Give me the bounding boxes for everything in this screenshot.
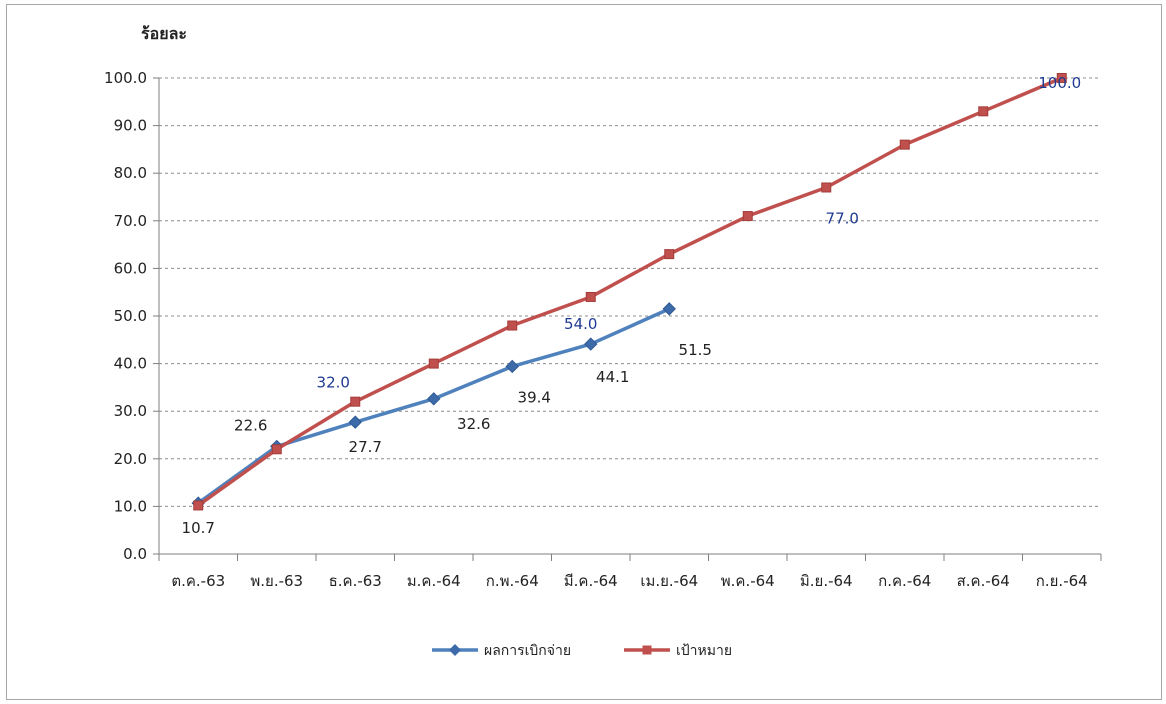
x-tick-label-6: เม.ย.-64 xyxy=(640,572,698,590)
series-1-point-11 xyxy=(1056,73,1067,83)
series-1-label-3: 100.0 xyxy=(1038,74,1081,92)
legend-label-0: ผลการเบิกจ่าย xyxy=(484,643,571,659)
y-tick-label-2: 20.0 xyxy=(114,450,147,468)
y-tick-label-3: 30.0 xyxy=(114,402,147,420)
series-1-point-5 xyxy=(585,291,596,302)
y-tick-label-8: 80.0 xyxy=(114,164,147,182)
series-0-label-5: 44.1 xyxy=(596,368,629,386)
legend: ผลการเบิกจ่าย เป้าหมาย xyxy=(432,643,732,659)
series-1-point-0 xyxy=(193,500,204,511)
series-0-point-6 xyxy=(662,302,676,316)
series-1-point-6 xyxy=(664,249,675,260)
series-1-point-4 xyxy=(507,320,518,331)
series-line-0 xyxy=(197,307,670,505)
series-0-point-5 xyxy=(584,337,598,351)
x-tick-label-8: มิ.ย.-64 xyxy=(800,572,853,590)
x-tick-label-5: มี.ค.-64 xyxy=(564,572,618,590)
x-tick-label-2: ธ.ค.-63 xyxy=(329,572,382,590)
y-tick-label-10: 100.0 xyxy=(104,69,147,87)
series-0-label-6: 51.5 xyxy=(679,341,712,359)
x-tick-label-4: ก.พ.-64 xyxy=(486,572,539,590)
series-0-label-2: 27.7 xyxy=(349,438,382,456)
series-1-label-2: 77.0 xyxy=(826,209,859,227)
x-tick-label-3: ม.ค.-64 xyxy=(407,572,461,590)
series-0-point-3 xyxy=(427,392,441,406)
series-0-label-0: 10.7 xyxy=(182,519,215,537)
series-1-point-8 xyxy=(821,182,832,193)
y-tick-label-9: 90.0 xyxy=(114,117,147,135)
chart-frame: ร้อยละ 0.0 10.0 20.0 30.0 40.0 50.0 60.0 70.0 80… xyxy=(6,4,1162,700)
series-1-label-0: 32.0 xyxy=(317,374,350,392)
series-0-point-2 xyxy=(348,415,362,429)
gridlines xyxy=(159,77,1101,507)
y-tick-label-4: 40.0 xyxy=(114,355,147,373)
x-tick-label-11: ก.ย.-64 xyxy=(1036,572,1088,590)
legend-label-1: เป้าหมาย xyxy=(676,643,732,659)
y-tick-label-0: 0.0 xyxy=(123,545,147,563)
x-tick-label-0: ต.ค.-63 xyxy=(171,572,225,590)
y-tick-label-7: 70.0 xyxy=(114,212,147,230)
series-1-point-1 xyxy=(271,444,282,455)
series-1-point-10 xyxy=(978,106,989,117)
series-0-point-4 xyxy=(505,359,519,374)
x-tick-label-9: ก.ค.-64 xyxy=(878,572,931,590)
data-labels: 10.7 22.6 27.7 32.6 39.4 44.1 51.5 32.0 54.0 77.0… xyxy=(182,74,1082,537)
legend-marker-1 xyxy=(642,645,652,655)
series-1-label-1: 54.0 xyxy=(564,315,597,333)
x-tick-labels: ต.ค.-63 พ.ย.-63 ธ.ค.-63 ม.ค.-64 ก.พ.-64 มี.ค.… xyxy=(171,572,1087,590)
series-0-label-3: 32.6 xyxy=(457,415,490,433)
series-1-point-2 xyxy=(350,396,361,407)
y-tick-label-1: 10.0 xyxy=(114,497,147,515)
series-1-point-3 xyxy=(428,358,439,369)
series-line-1 xyxy=(197,76,1063,507)
x-tick-label-1: พ.ย.-63 xyxy=(250,572,303,590)
y-tick-labels: 0.0 10.0 20.0 30.0 40.0 50.0 60.0 70.0 80.0 90.0 1… xyxy=(104,69,147,563)
series-1-point-9 xyxy=(899,139,910,150)
series-0-label-4: 39.4 xyxy=(518,388,551,406)
line-chart: ร้อยละ 0.0 10.0 20.0 30.0 40.0 50.0 60.0 70.0 80… xyxy=(104,24,1102,659)
axes xyxy=(153,77,1102,561)
series-0-label-1: 22.6 xyxy=(234,416,267,434)
series-1-point-7 xyxy=(742,211,753,222)
series-group xyxy=(191,73,1067,511)
x-tick-label-10: ส.ค.-64 xyxy=(957,572,1010,590)
legend-marker-0 xyxy=(449,644,461,656)
y-tick-label-5: 50.0 xyxy=(114,307,147,325)
x-tick-label-7: พ.ค.-64 xyxy=(721,572,775,590)
y-axis-label: ร้อยละ xyxy=(141,24,187,43)
y-tick-label-6: 60.0 xyxy=(114,259,147,277)
